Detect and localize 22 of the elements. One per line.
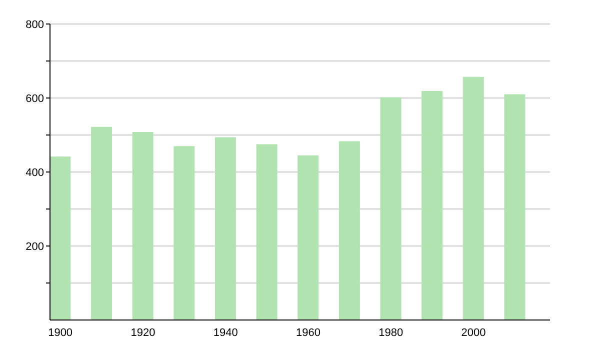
x-tick-label: 1920 <box>130 326 156 339</box>
bar <box>422 90 443 320</box>
bar <box>256 144 278 320</box>
bar <box>338 141 360 320</box>
x-tick-label: 1940 <box>213 326 238 339</box>
bar <box>298 155 319 320</box>
x-tick-label: 1980 <box>378 326 404 339</box>
bar <box>132 132 154 320</box>
bar <box>462 76 484 320</box>
bar <box>174 146 195 320</box>
bar <box>214 137 236 320</box>
x-tick-label: 1960 <box>296 326 321 339</box>
y-tick-label: 400 <box>26 166 44 179</box>
y-tick-label: 800 <box>26 18 44 31</box>
bar <box>380 97 402 320</box>
bar <box>90 126 112 320</box>
x-tick-label: 2000 <box>461 326 486 339</box>
bar <box>504 94 526 320</box>
bar <box>50 156 71 320</box>
y-tick-label: 200 <box>26 240 44 253</box>
y-tick-label: 600 <box>26 92 44 105</box>
x-tick-label: 1900 <box>48 326 73 339</box>
